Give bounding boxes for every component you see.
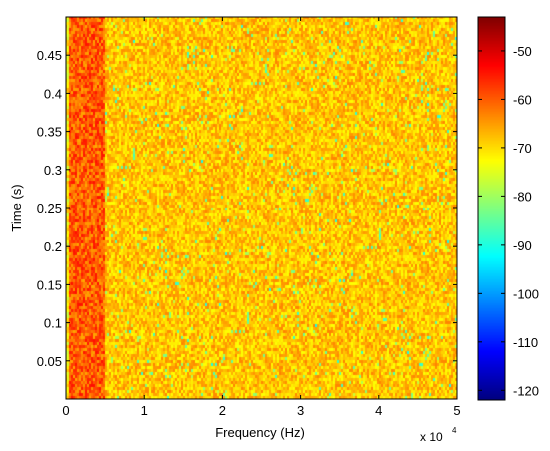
spectrogram-heatmap (66, 17, 457, 399)
y-axis-ticks: 0.05 0.1 0.15 0.2 0.25 0.3 0.35 0.4 0.45 (37, 48, 457, 369)
x-axis-label: Frequency (Hz) (215, 425, 305, 440)
y-tick-label: 0.25 (37, 201, 62, 216)
y-axis-label: Time (s) (9, 184, 24, 231)
y-tick-label: 0.3 (44, 163, 62, 178)
colorbar-tick-label: -60 (513, 92, 532, 107)
y-tick-label: 0.05 (37, 354, 62, 369)
colorbar-tick-label: -80 (513, 189, 532, 204)
colorbar-tick-label: -70 (513, 141, 532, 156)
x-tick-label: 2 (219, 403, 226, 418)
x-tick-label: 5 (453, 403, 460, 418)
y-tick-label: 0.45 (37, 48, 62, 63)
x-tick-label: 0 (62, 403, 69, 418)
y-tick-label: 0.15 (37, 277, 62, 292)
colorbar-ticks: -50 -60 -70 -80 -90 -100 -110 -120 (478, 44, 539, 398)
x-axis-ticks: 0 1 2 3 4 5 (62, 17, 461, 418)
plot-frame (65, 16, 458, 400)
y-tick-label: 0.2 (44, 239, 62, 254)
colorbar-tick-label: -110 (513, 335, 538, 350)
x-exponent-label: x 10 (420, 430, 443, 444)
x-tick-label: 4 (375, 403, 382, 418)
x-exponent-power: 4 (452, 426, 457, 435)
colorbar-tick-label: -50 (513, 44, 532, 59)
x-tick-label: 3 (297, 403, 304, 418)
y-tick-label: 0.1 (44, 316, 62, 331)
colorbar-tick-label: -90 (513, 238, 532, 253)
colorbar-tick-label: -120 (513, 383, 539, 398)
x-tick-label: 1 (141, 403, 148, 418)
colorbar-frame (477, 16, 506, 401)
y-tick-label: 0.4 (44, 86, 62, 101)
colorbar-tick-label: -100 (513, 286, 539, 301)
y-tick-label: 0.35 (37, 125, 62, 140)
colorbar-gradient (478, 17, 505, 400)
